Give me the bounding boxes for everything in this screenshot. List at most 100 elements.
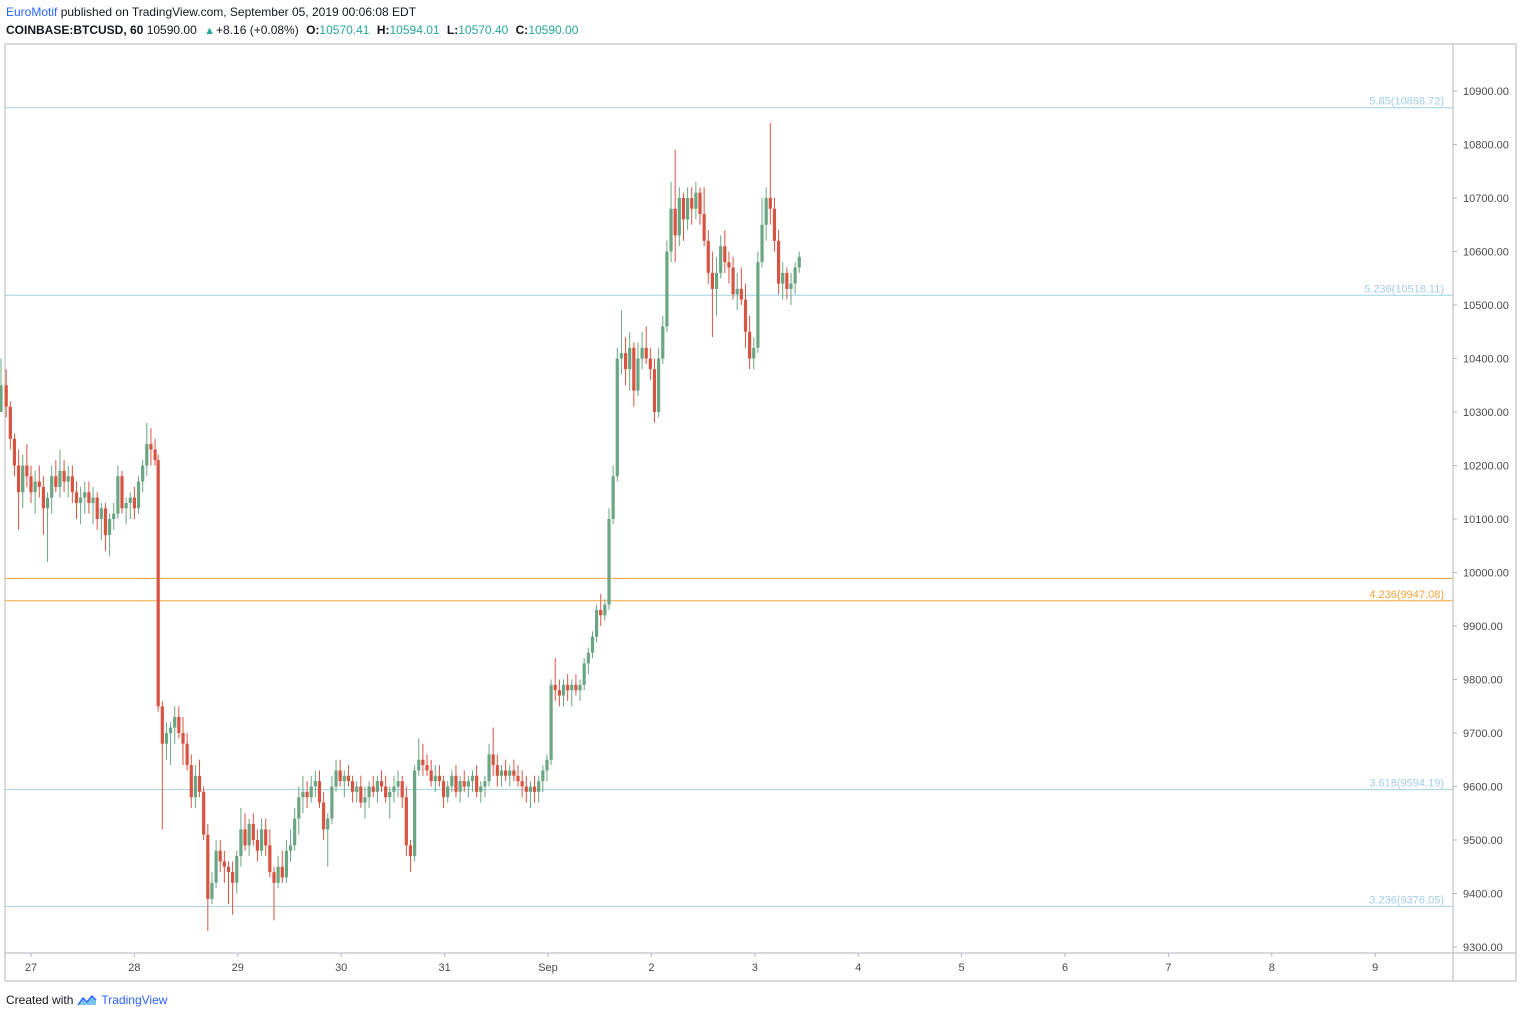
price-tick-label: 10900.00	[1463, 86, 1509, 98]
candle-body	[441, 781, 446, 798]
candle-body	[413, 770, 417, 857]
candle-body	[313, 781, 317, 787]
candle	[545, 754, 549, 782]
candle	[495, 754, 499, 787]
candle	[197, 759, 202, 798]
candle	[541, 765, 545, 792]
fib-level-label: 5.85(10868.72)	[1369, 96, 1444, 108]
candle	[99, 502, 103, 541]
candle-body	[185, 743, 189, 766]
candle	[450, 770, 454, 792]
candle-body	[160, 706, 164, 744]
time-tick-label: 4	[855, 962, 861, 974]
candle	[475, 765, 479, 798]
candle	[785, 267, 789, 300]
candle-body	[197, 775, 202, 792]
candle	[437, 765, 442, 787]
candle-body	[450, 775, 454, 787]
candle	[537, 775, 541, 803]
candle-body	[458, 781, 462, 792]
candle-body	[491, 754, 495, 766]
candle-body	[210, 882, 214, 899]
candle-body	[628, 347, 632, 370]
price-tick-label: 10700.00	[1463, 193, 1509, 205]
candle-body	[797, 256, 801, 268]
candle	[367, 781, 371, 808]
candle	[425, 754, 429, 776]
candle-body	[193, 775, 198, 798]
candle	[259, 818, 264, 857]
publish-info: EuroMotif published on TradingView.com, …	[6, 4, 416, 20]
candle-body	[475, 775, 479, 792]
candle	[557, 679, 561, 707]
candle	[264, 818, 268, 857]
open-value: 10570.41	[319, 23, 370, 37]
candle-body	[781, 272, 785, 284]
tradingview-logo-icon	[77, 994, 97, 1006]
candle	[574, 674, 578, 696]
author-link[interactable]: EuroMotif	[6, 5, 58, 19]
candle	[413, 765, 417, 862]
candle-body	[87, 492, 91, 503]
candle-body	[392, 786, 396, 792]
candle	[268, 829, 272, 878]
candle-body	[495, 765, 499, 776]
candle	[694, 181, 698, 220]
candle-body	[690, 198, 694, 209]
candle	[499, 765, 504, 787]
candle-body	[29, 476, 33, 493]
time-axis[interactable]: 27 28 29 30 31 Sep 2 3 4 5 6 7 8 9	[25, 953, 1378, 974]
candle	[657, 347, 661, 418]
candle-body	[16, 465, 21, 493]
candle-body	[297, 797, 301, 819]
candle	[417, 738, 421, 776]
candle-body	[404, 797, 408, 846]
candle	[582, 658, 586, 691]
candle-body	[156, 460, 160, 707]
candle-body	[120, 476, 124, 509]
candle-body	[74, 492, 79, 503]
candle	[145, 422, 149, 477]
open-label: O:	[306, 23, 320, 37]
candle	[239, 807, 243, 867]
candle-body	[487, 754, 491, 782]
candle	[487, 743, 491, 787]
time-tick-label: 5	[959, 962, 965, 974]
candle	[21, 454, 25, 509]
candle-body	[202, 791, 206, 835]
candle-body	[173, 716, 177, 728]
candle	[665, 240, 669, 332]
candle-body	[735, 288, 739, 295]
candle-body	[33, 481, 37, 493]
candle	[25, 444, 29, 487]
footer: Created with TradingView	[6, 992, 167, 1008]
candle	[797, 251, 801, 273]
candle	[611, 465, 615, 525]
price-chart[interactable]: 5.85(10868.72) 5.236(10518.11) 4.236(9947.…	[0, 0, 1523, 990]
candle-body	[45, 497, 50, 509]
candle	[120, 470, 124, 514]
candle	[404, 786, 408, 857]
candle	[619, 310, 624, 375]
candle-body	[284, 850, 288, 878]
candle-body	[214, 850, 218, 883]
candle-body	[541, 770, 545, 782]
candle	[37, 465, 41, 498]
candle-body	[99, 508, 103, 519]
candle-body	[727, 262, 731, 268]
tradingview-brand-link[interactable]: TradingView	[101, 993, 168, 1007]
candle-body	[657, 358, 661, 412]
candle	[149, 428, 153, 466]
candle-body	[54, 476, 58, 487]
time-tick-label: 7	[1165, 962, 1171, 974]
candle	[173, 706, 177, 744]
candle	[226, 861, 231, 905]
candle	[74, 481, 79, 519]
candle-body	[301, 791, 305, 798]
candle	[87, 481, 91, 514]
candle-body	[421, 759, 425, 766]
price-axis[interactable]: 9300.00 9400.00 9500.00 9600.00 9700.00 9800.…	[1453, 86, 1509, 954]
candle	[95, 492, 99, 530]
candle-body	[95, 497, 99, 519]
candle-body	[665, 251, 669, 327]
